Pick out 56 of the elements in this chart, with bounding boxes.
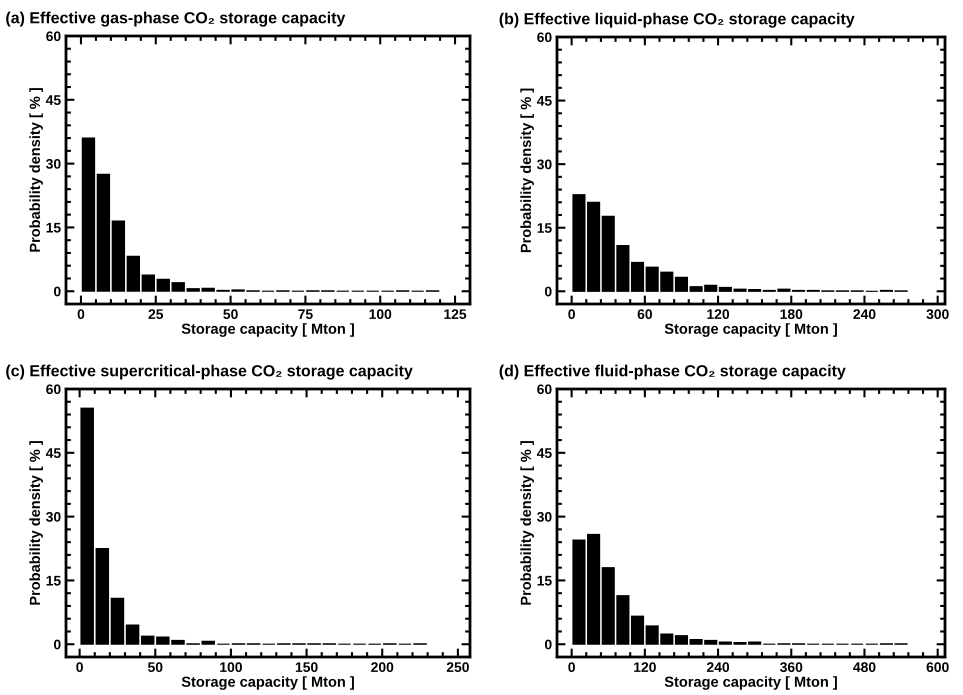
x-tick-label: 240 xyxy=(706,662,730,672)
y-tick-label: 30 xyxy=(46,512,61,522)
y-tick-label: 60 xyxy=(46,31,61,42)
x-tick-label: 50 xyxy=(223,309,238,320)
x-tick-label: 480 xyxy=(853,662,876,672)
y-axis-title: Probability density [ % ] xyxy=(520,441,534,605)
x-tick-label: 50 xyxy=(148,662,162,672)
chart-title: (b) Effective liquid-phase CO₂ storage capacity xyxy=(500,12,855,28)
x-tick-label: 240 xyxy=(853,309,876,320)
y-tick-label: 0 xyxy=(54,286,61,296)
y-tick-label: 30 xyxy=(537,159,552,170)
x-axis-title: Storage capacity [ Mton ] xyxy=(664,323,837,337)
x-tick-label: 150 xyxy=(296,662,318,672)
y-tick-label: 15 xyxy=(538,223,552,233)
y-axis-title: Probability density [ % ] xyxy=(520,88,534,252)
y-tick-label: 15 xyxy=(46,222,61,233)
x-tick-label: 0 xyxy=(568,662,575,672)
x-tick-label: 120 xyxy=(707,309,730,320)
chart-title: (a) Effective gas-phase CO₂ storage capacity xyxy=(6,12,346,27)
x-tick-label: 360 xyxy=(780,662,802,672)
x-axis-title: Storage capacity [ Mton ] xyxy=(182,323,354,337)
x-tick-label: 250 xyxy=(446,662,469,672)
y-tick-label: 30 xyxy=(537,512,552,522)
x-tick-label: 200 xyxy=(371,662,394,672)
x-axis-title: Storage capacity [ Mton ] xyxy=(182,676,354,690)
x-tick-label: 75 xyxy=(298,309,313,320)
y-tick-label: 60 xyxy=(46,384,61,394)
x-tick-label: 125 xyxy=(444,309,466,320)
y-tick-label: 0 xyxy=(54,640,61,650)
chart-title: (d) Effective fluid-phase CO₂ storage capacity xyxy=(500,364,846,380)
y-tick-label: 60 xyxy=(537,32,552,42)
y-tick-label: 45 xyxy=(46,448,61,458)
y-tick-label: 45 xyxy=(46,95,61,105)
x-tick-label: 25 xyxy=(148,309,164,320)
x-tick-label: 300 xyxy=(926,309,949,320)
chart-title: (c) Effective supercritical-phase CO₂ storage capacity xyxy=(6,364,413,380)
x-tick-label: 100 xyxy=(220,662,242,672)
y-axis-title: Probability density [ % ] xyxy=(29,441,43,605)
x-tick-label: 100 xyxy=(370,309,392,320)
y-axis-title: Probability density [ % ] xyxy=(29,88,43,252)
x-tick-label: 60 xyxy=(638,309,652,320)
y-tick-label: 30 xyxy=(46,158,61,169)
y-tick-label: 45 xyxy=(536,448,552,458)
x-tick-label: 0 xyxy=(78,309,84,320)
y-tick-label: 60 xyxy=(537,384,552,394)
y-tick-label: 0 xyxy=(544,286,552,296)
y-tick-label: 15 xyxy=(538,576,552,586)
x-tick-label: 600 xyxy=(926,662,949,672)
x-tick-label: 120 xyxy=(634,662,656,672)
y-tick-label: 45 xyxy=(536,96,552,106)
x-tick-label: 0 xyxy=(76,662,83,672)
x-tick-label: 0 xyxy=(568,309,575,320)
y-tick-label: 15 xyxy=(46,576,61,586)
x-axis-title: Storage capacity [ Mton ] xyxy=(664,676,837,690)
y-tick-label: 0 xyxy=(544,640,552,650)
x-tick-label: 180 xyxy=(780,309,802,320)
